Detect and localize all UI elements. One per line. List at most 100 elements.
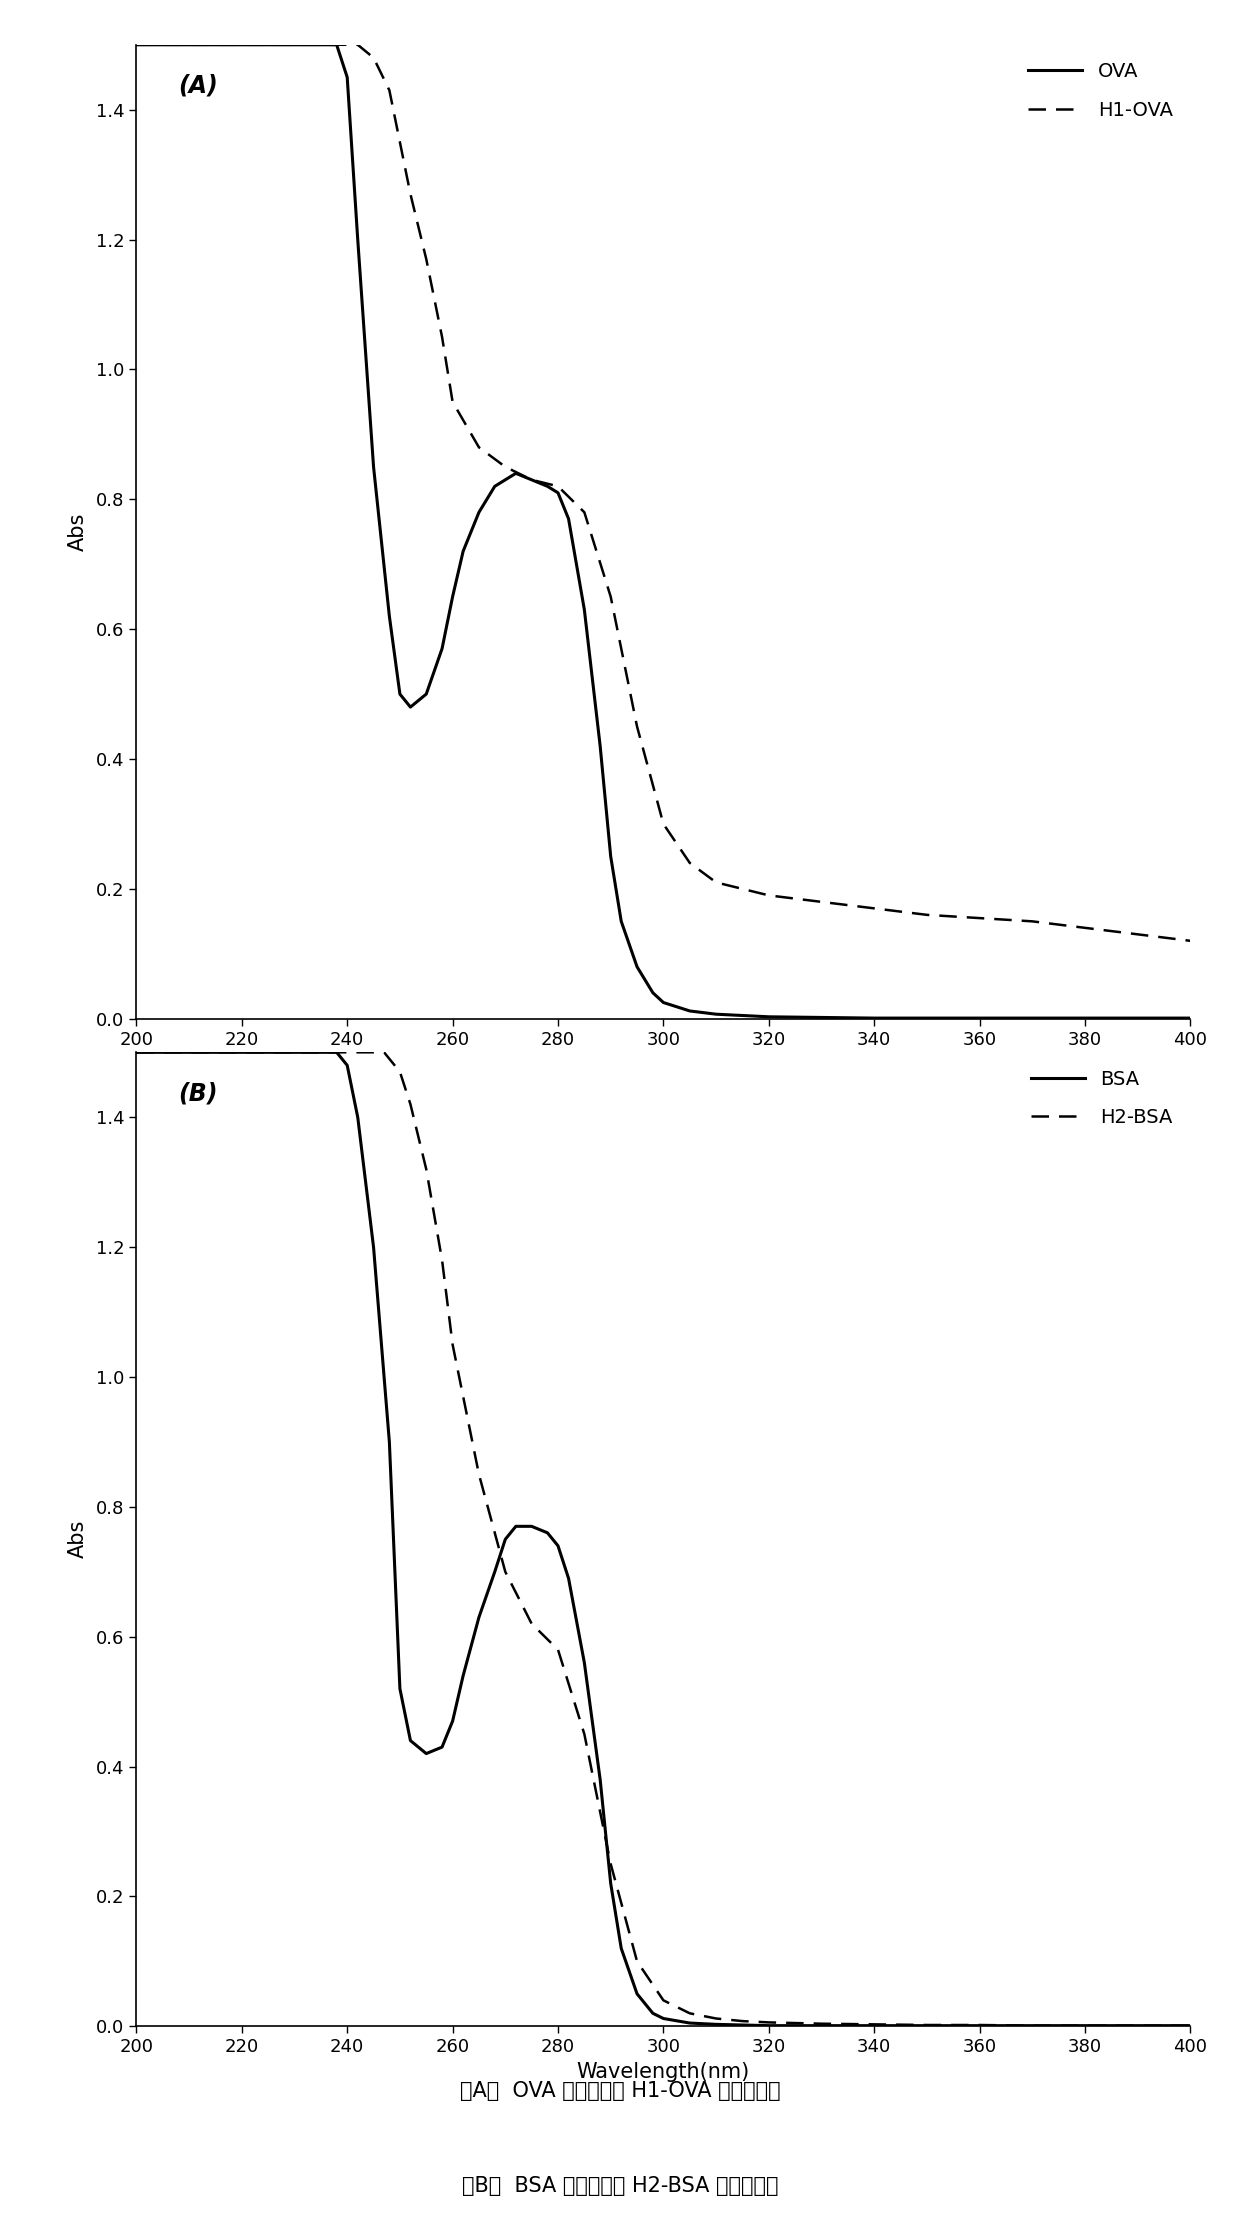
H2-BSA: [525, 1610, 539, 1637]
BSA: [314, 1039, 329, 1066]
H2-BSA: [155, 1039, 170, 1066]
H1-OVA: [382, 76, 397, 103]
Legend: OVA, H1-OVA: OVA, H1-OVA: [1021, 54, 1180, 128]
BSA: [539, 1520, 554, 1547]
Line: BSA: BSA: [136, 1052, 1190, 2026]
H2-BSA: [656, 1986, 671, 2013]
Y-axis label: Abs: Abs: [68, 513, 88, 551]
H1-OVA: [1078, 914, 1092, 940]
H1-OVA: [208, 31, 223, 58]
H2-BSA: [867, 2011, 882, 2037]
H1-OVA: [155, 31, 170, 58]
H2-BSA: [277, 1039, 291, 1066]
H2-BSA: [761, 2008, 776, 2035]
Text: (B): (B): [179, 1081, 218, 1106]
BSA: [129, 1039, 144, 1066]
H2-BSA: [340, 1039, 355, 1066]
H2-BSA: [972, 2011, 987, 2037]
Line: OVA: OVA: [136, 45, 1190, 1019]
H1-OVA: [223, 31, 238, 58]
BSA: [525, 1514, 539, 1540]
OVA: [656, 990, 671, 1017]
OVA: [1183, 1005, 1198, 1032]
BSA: [919, 2013, 934, 2040]
H1-OVA: [682, 849, 697, 875]
H1-OVA: [1024, 909, 1039, 936]
H2-BSA: [366, 1039, 381, 1066]
H1-OVA: [329, 31, 343, 58]
H1-OVA: [761, 882, 776, 909]
H1-OVA: [551, 472, 565, 499]
OVA: [129, 31, 144, 58]
H1-OVA: [139, 31, 154, 58]
BSA: [1183, 2013, 1198, 2040]
OVA: [919, 1005, 934, 1032]
OVA: [560, 506, 575, 533]
H1-OVA: [244, 31, 259, 58]
H2-BSA: [377, 1039, 392, 1066]
H2-BSA: [630, 1948, 645, 1975]
H1-OVA: [277, 31, 291, 58]
H2-BSA: [286, 1039, 301, 1066]
Text: （A）  OVA 与免疫抗原 H1-OVA 紫外扫描图: （A） OVA 与免疫抗原 H1-OVA 紫外扫描图: [460, 2080, 780, 2100]
H2-BSA: [919, 2011, 934, 2037]
H2-BSA: [314, 1039, 329, 1066]
H1-OVA: [1130, 920, 1145, 947]
H1-OVA: [298, 31, 312, 58]
H1-OVA: [813, 889, 828, 916]
H2-BSA: [260, 1039, 275, 1066]
H2-BSA: [1024, 2013, 1039, 2040]
H1-OVA: [434, 325, 449, 352]
H1-OVA: [471, 434, 486, 461]
H2-BSA: [471, 1462, 486, 1489]
Y-axis label: Abs: Abs: [68, 1520, 88, 1558]
H2-BSA: [1078, 2013, 1092, 2040]
X-axis label: Wavelength(nm): Wavelength(nm): [577, 1055, 750, 1075]
Text: (A): (A): [179, 74, 218, 99]
H2-BSA: [603, 1849, 618, 1876]
H2-BSA: [208, 1039, 223, 1066]
H2-BSA: [735, 2008, 750, 2035]
H2-BSA: [223, 1039, 238, 1066]
H1-OVA: [577, 499, 591, 526]
Legend: BSA, H2-BSA: BSA, H2-BSA: [1023, 1061, 1180, 1135]
H2-BSA: [813, 2011, 828, 2037]
H2-BSA: [392, 1059, 407, 1086]
H2-BSA: [350, 1039, 365, 1066]
H2-BSA: [129, 1039, 144, 1066]
OVA: [314, 31, 329, 58]
H1-OVA: [867, 896, 882, 922]
H1-OVA: [197, 31, 212, 58]
H2-BSA: [577, 1720, 591, 1746]
H2-BSA: [682, 1999, 697, 2026]
H1-OVA: [1183, 927, 1198, 954]
OVA: [539, 472, 554, 499]
OVA: [525, 466, 539, 493]
H1-OVA: [445, 390, 460, 416]
H1-OVA: [314, 31, 329, 58]
H2-BSA: [551, 1637, 565, 1664]
H2-BSA: [244, 1039, 259, 1066]
H2-BSA: [1183, 2013, 1198, 2040]
H2-BSA: [329, 1039, 343, 1066]
H1-OVA: [497, 455, 512, 481]
OVA: [867, 1005, 882, 1032]
H1-OVA: [182, 31, 197, 58]
H1-OVA: [286, 31, 301, 58]
BSA: [761, 2013, 776, 2040]
H1-OVA: [366, 45, 381, 72]
X-axis label: Wavelength(nm): Wavelength(nm): [577, 2062, 750, 2082]
H1-OVA: [350, 31, 365, 58]
BSA: [560, 1565, 575, 1592]
H1-OVA: [603, 584, 618, 611]
H2-BSA: [445, 1330, 460, 1357]
H1-OVA: [129, 31, 144, 58]
H2-BSA: [197, 1039, 212, 1066]
H1-OVA: [630, 712, 645, 739]
H2-BSA: [139, 1039, 154, 1066]
H2-BSA: [234, 1039, 249, 1066]
H1-OVA: [656, 811, 671, 837]
H2-BSA: [171, 1039, 186, 1066]
H2-BSA: [298, 1039, 312, 1066]
BSA: [656, 2006, 671, 2033]
